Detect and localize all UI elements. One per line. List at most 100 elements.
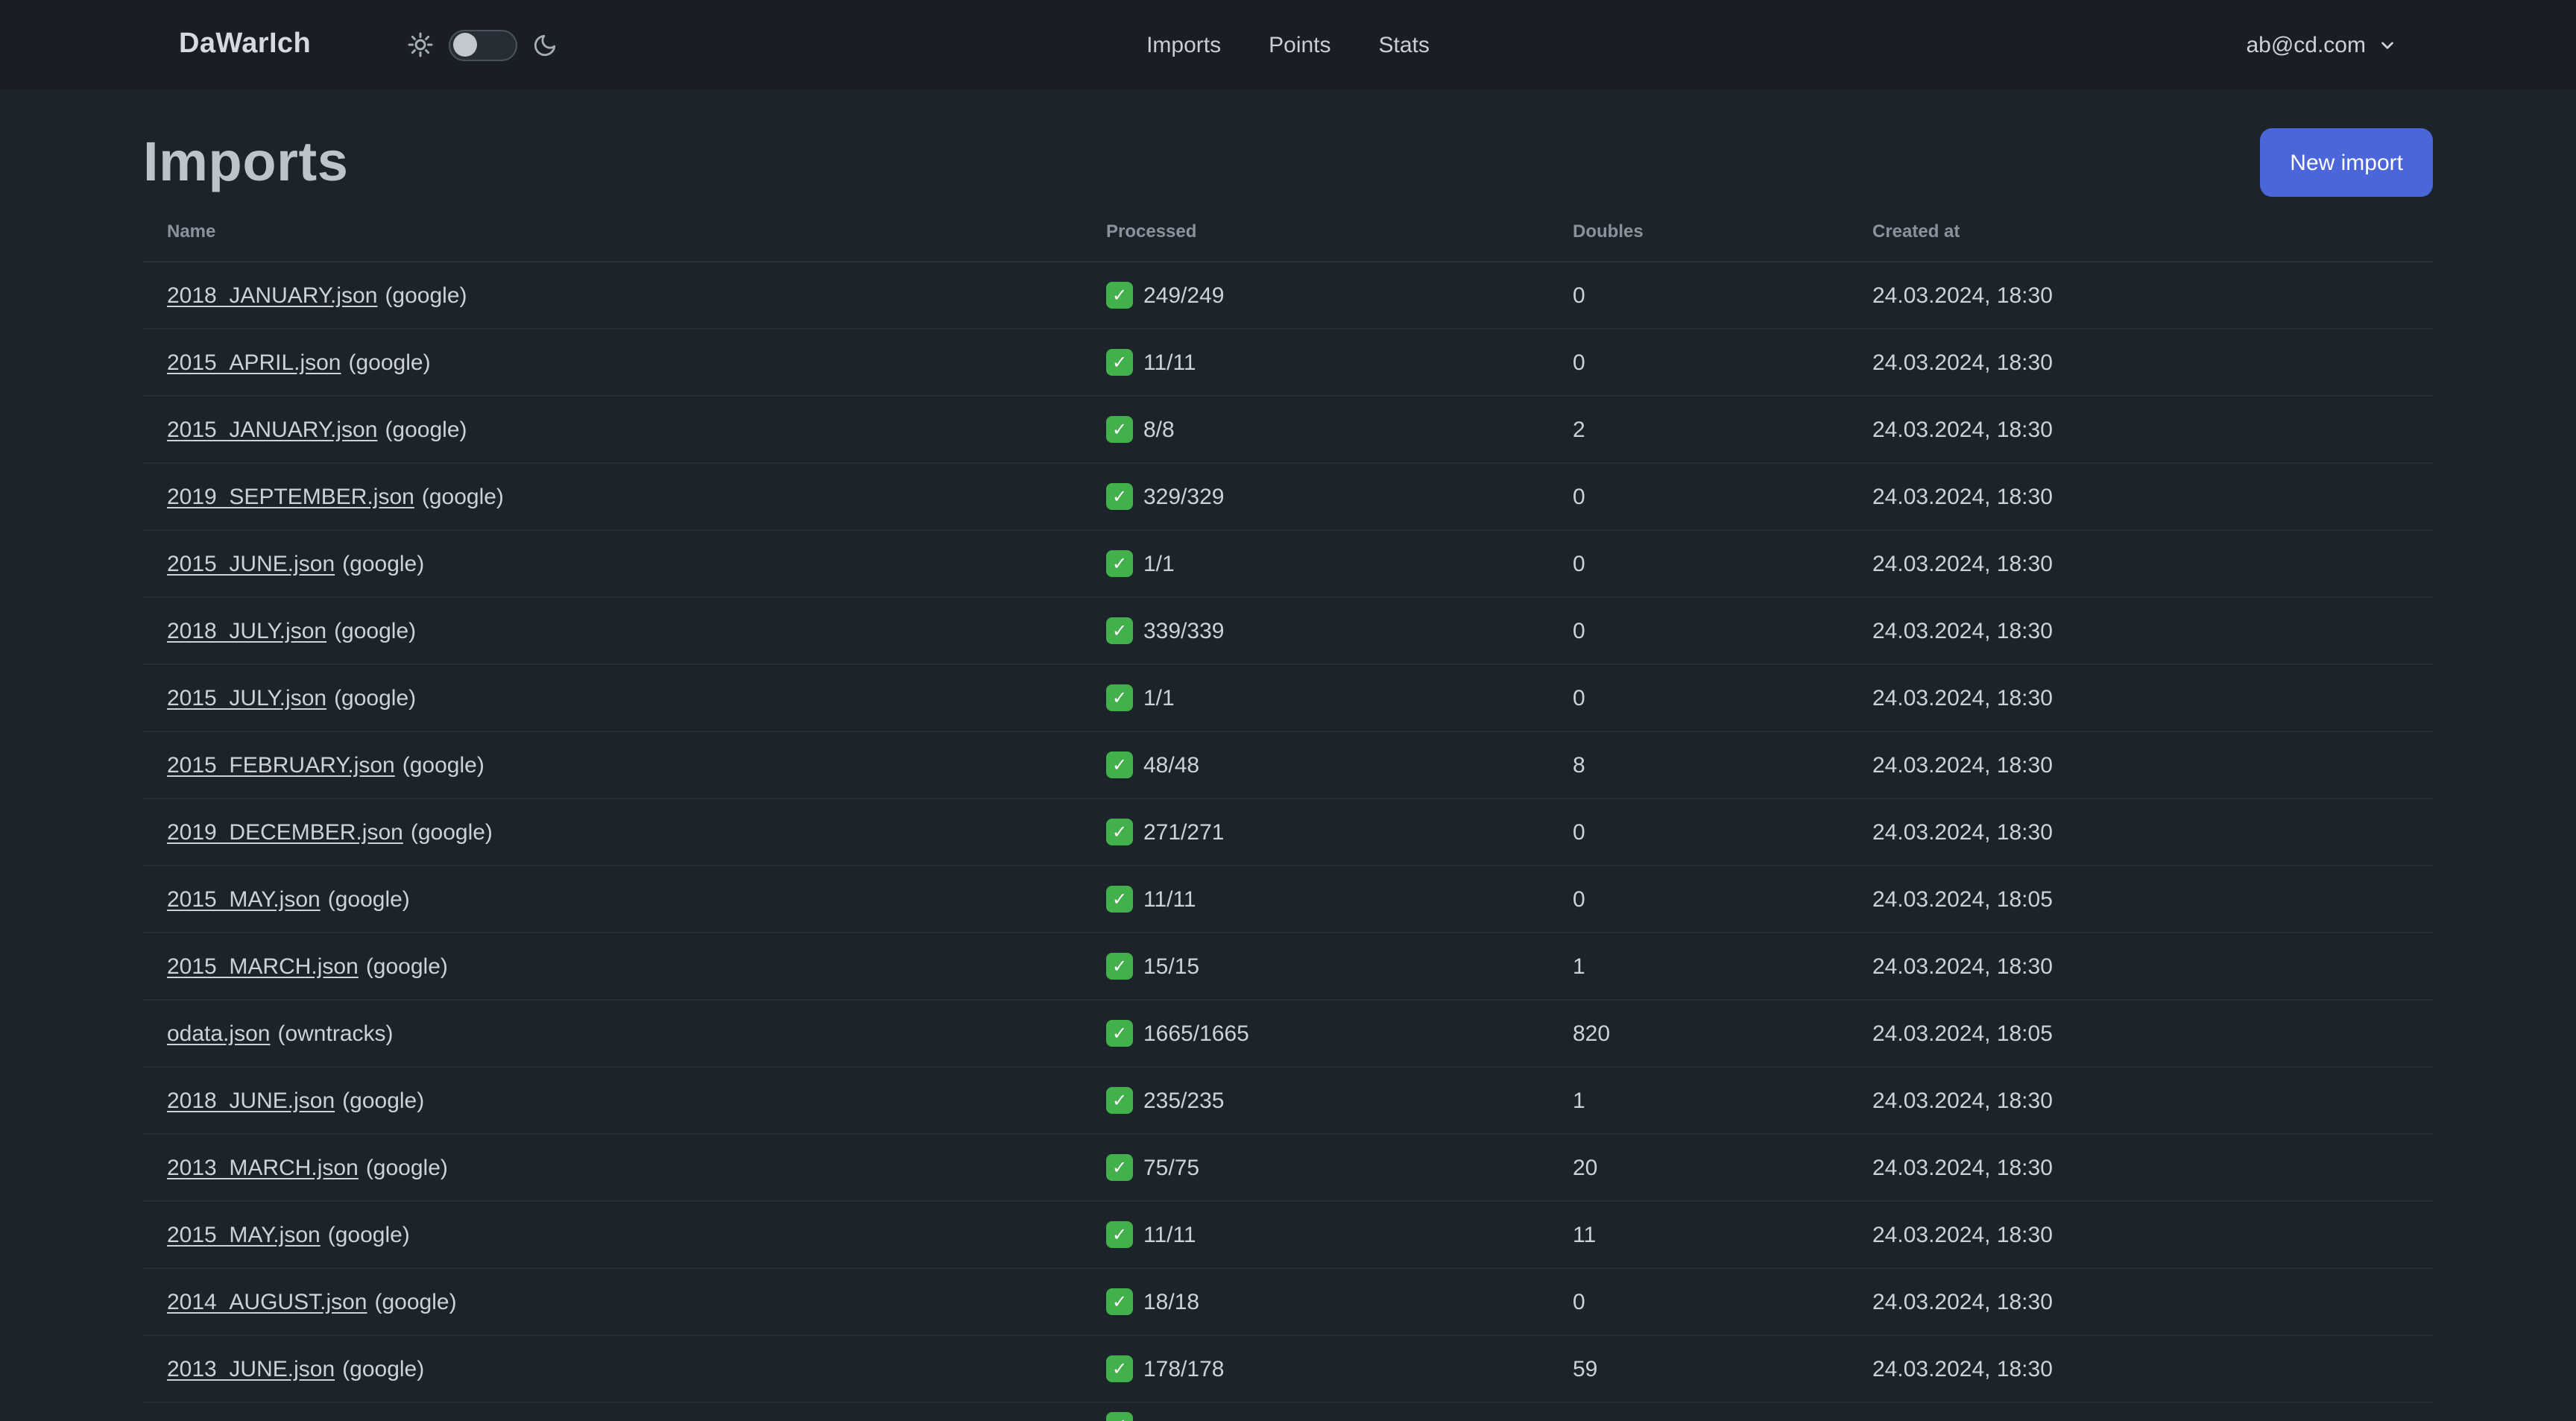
processed-count: 178/178 (1143, 1356, 1225, 1381)
created-at: 24.03.2024, 18:30 (1872, 819, 2053, 845)
import-source-label: (google) (342, 551, 425, 576)
processed-count: 11/11 (1143, 1222, 1196, 1247)
created-at: 24.03.2024, 18:05 (1872, 1021, 2053, 1046)
created-at: 24.03.2024, 18:30 (1872, 618, 2053, 643)
doubles-count: 20 (1573, 1155, 1598, 1180)
new-import-button[interactable]: New import (2260, 128, 2433, 197)
import-file-link[interactable]: 2013_JUNE.json (167, 1356, 335, 1381)
import-source-label: (google) (385, 417, 467, 442)
import-file-link[interactable]: 2015_FEBRUARY.json (167, 752, 395, 778)
created-at: 24.03.2024, 18:30 (1872, 350, 2053, 375)
import-file-link[interactable]: 2015_JULY.json (167, 685, 327, 710)
table-row: 2018_JULY.json (google) ✓ 339/339 0 24.0… (143, 598, 2433, 665)
doubles-count: 820 (1573, 1021, 1611, 1046)
table-row: 2014_AUGUST.json (google) ✓ 18/18 0 24.0… (143, 1269, 2433, 1336)
theme-toggle-knob (452, 33, 477, 57)
moon-icon (531, 32, 557, 57)
processed-count: 271/271 (1143, 819, 1225, 845)
table-row: 2015_MAY.json (google) ✓ 11/11 0 24.03.2… (143, 866, 2433, 933)
doubles-count: 1 (1573, 1088, 1585, 1113)
table-row: 2015_JANUARY.json (google) ✓ 8/8 2 24.03… (143, 397, 2433, 464)
import-source-label: (google) (365, 1155, 448, 1180)
processed-count: 8/8 (1143, 417, 1175, 442)
success-check-icon: ✓ (1106, 1221, 1133, 1248)
success-check-icon: ✓ (1106, 752, 1133, 778)
import-source-label: (google) (402, 752, 484, 778)
table-row: 2015_MARCH.json (google) ✓ 15/15 1 24.03… (143, 933, 2433, 1001)
processed-count: 11/11 (1143, 350, 1196, 375)
table-row: 2015_JULY.json (google) ✓ 1/1 0 24.03.20… (143, 665, 2433, 732)
account-email: ab@cd.com (2246, 32, 2366, 57)
table-row: 2018_JANUARY.json (google) ✓ 249/249 0 2… (143, 262, 2433, 330)
import-source-label: (owntracks) (277, 1021, 394, 1046)
processed-count: 18/18 (1143, 1289, 1200, 1314)
table-row: odata.json (owntracks) ✓ 1665/1665 820 2… (143, 1001, 2433, 1068)
import-file-link[interactable]: 2018_JANUARY.json (167, 283, 378, 308)
nav-item-imports[interactable]: Imports (1146, 32, 1222, 57)
doubles-count: 2 (1573, 417, 1585, 442)
nav-item-stats[interactable]: Stats (1378, 32, 1430, 57)
success-check-icon: ✓ (1106, 282, 1133, 309)
success-check-icon: ✓ (1106, 483, 1133, 510)
column-header-name: Name (167, 220, 216, 241)
processed-count: 249/249 (1143, 283, 1225, 308)
doubles-count: 0 (1573, 484, 1585, 509)
table-row: 2015_MAY.json (google) ✓ 11/11 11 24.03.… (143, 1202, 2433, 1269)
success-check-icon: ✓ (1106, 953, 1133, 980)
import-source-label: (google) (374, 1289, 457, 1314)
created-at: 24.03.2024, 18:30 (1872, 685, 2053, 710)
processed-count: 1/1 (1143, 685, 1175, 710)
success-check-icon: ✓ (1106, 1020, 1133, 1047)
table-row: 2015_APRIL.json (google) ✓ 11/11 0 24.03… (143, 330, 2433, 397)
app-logo[interactable]: DaWarIch (179, 28, 312, 60)
import-file-link[interactable]: 2015_JANUARY.json (167, 417, 378, 442)
created-at: 24.03.2024, 18:05 (1872, 886, 2053, 912)
nav-item-points[interactable]: Points (1269, 32, 1331, 57)
chevron-down-icon (2378, 35, 2397, 54)
table-row: 2013_MARCH.json (google) ✓ 75/75 20 24.0… (143, 1135, 2433, 1202)
import-source-label: (google) (334, 618, 417, 643)
doubles-count: 8 (1573, 752, 1585, 778)
column-header-processed: Processed (1106, 220, 1197, 241)
sun-icon (406, 31, 433, 58)
success-check-icon: ✓ (1106, 1087, 1133, 1114)
import-file-link[interactable]: 2019_SEPTEMBER.json (167, 484, 414, 509)
processed-count: 48/48 (1143, 752, 1200, 778)
import-file-link[interactable]: odata.json (167, 1021, 271, 1046)
import-file-link[interactable]: 2014_AUGUST.json (167, 1289, 367, 1314)
success-check-icon: ✓ (1106, 1154, 1133, 1181)
created-at: 24.03.2024, 18:30 (1872, 551, 2053, 576)
table-row: 2015_FEBRUARY.json (google) ✓ 48/48 8 24… (143, 732, 2433, 799)
doubles-count: 0 (1573, 283, 1585, 308)
import-file-link[interactable]: 2015_MAY.json (167, 1222, 321, 1247)
processed-count: 15/15 (1143, 954, 1200, 979)
success-check-icon: ✓ (1106, 617, 1133, 644)
doubles-count: 0 (1573, 819, 1585, 845)
main-nav: Imports Points Stats (1146, 0, 1430, 89)
doubles-count: 11 (1573, 1222, 1597, 1247)
created-at: 24.03.2024, 18:30 (1872, 1356, 2053, 1381)
import-file-link[interactable]: 2013_MARCH.json (167, 1155, 359, 1180)
created-at: 24.03.2024, 18:30 (1872, 283, 2053, 308)
processed-count: 1/1 (1143, 551, 1175, 576)
success-check-icon: ✓ (1106, 1355, 1133, 1382)
import-file-link[interactable]: 2018_JUNE.json (167, 1088, 335, 1113)
import-source-label: (google) (421, 484, 504, 509)
import-source-label: (google) (334, 685, 417, 710)
doubles-count: 0 (1573, 618, 1585, 643)
import-file-link[interactable]: 2018_JULY.json (167, 618, 327, 643)
processed-count: 235/235 (1143, 1088, 1225, 1113)
import-file-link[interactable]: 2015_JUNE.json (167, 551, 335, 576)
doubles-count: 59 (1573, 1356, 1598, 1381)
import-file-link[interactable]: 2019_DECEMBER.json (167, 819, 403, 845)
processed-count: 11/11 (1143, 886, 1196, 912)
import-file-link[interactable]: 2015_APRIL.json (167, 350, 341, 375)
import-file-link[interactable]: 2015_MARCH.json (167, 954, 359, 979)
created-at: 24.03.2024, 18:30 (1872, 752, 2053, 778)
account-menu[interactable]: ab@cd.com (2246, 32, 2397, 57)
import-file-link[interactable]: 2015_MAY.json (167, 886, 321, 912)
theme-toggle[interactable] (448, 29, 517, 60)
import-source-label: (google) (410, 819, 493, 845)
table-row: 2013_JUNE.json (google) ✓ 178/178 59 24.… (143, 1336, 2433, 1403)
doubles-count: 1 (1573, 954, 1585, 979)
